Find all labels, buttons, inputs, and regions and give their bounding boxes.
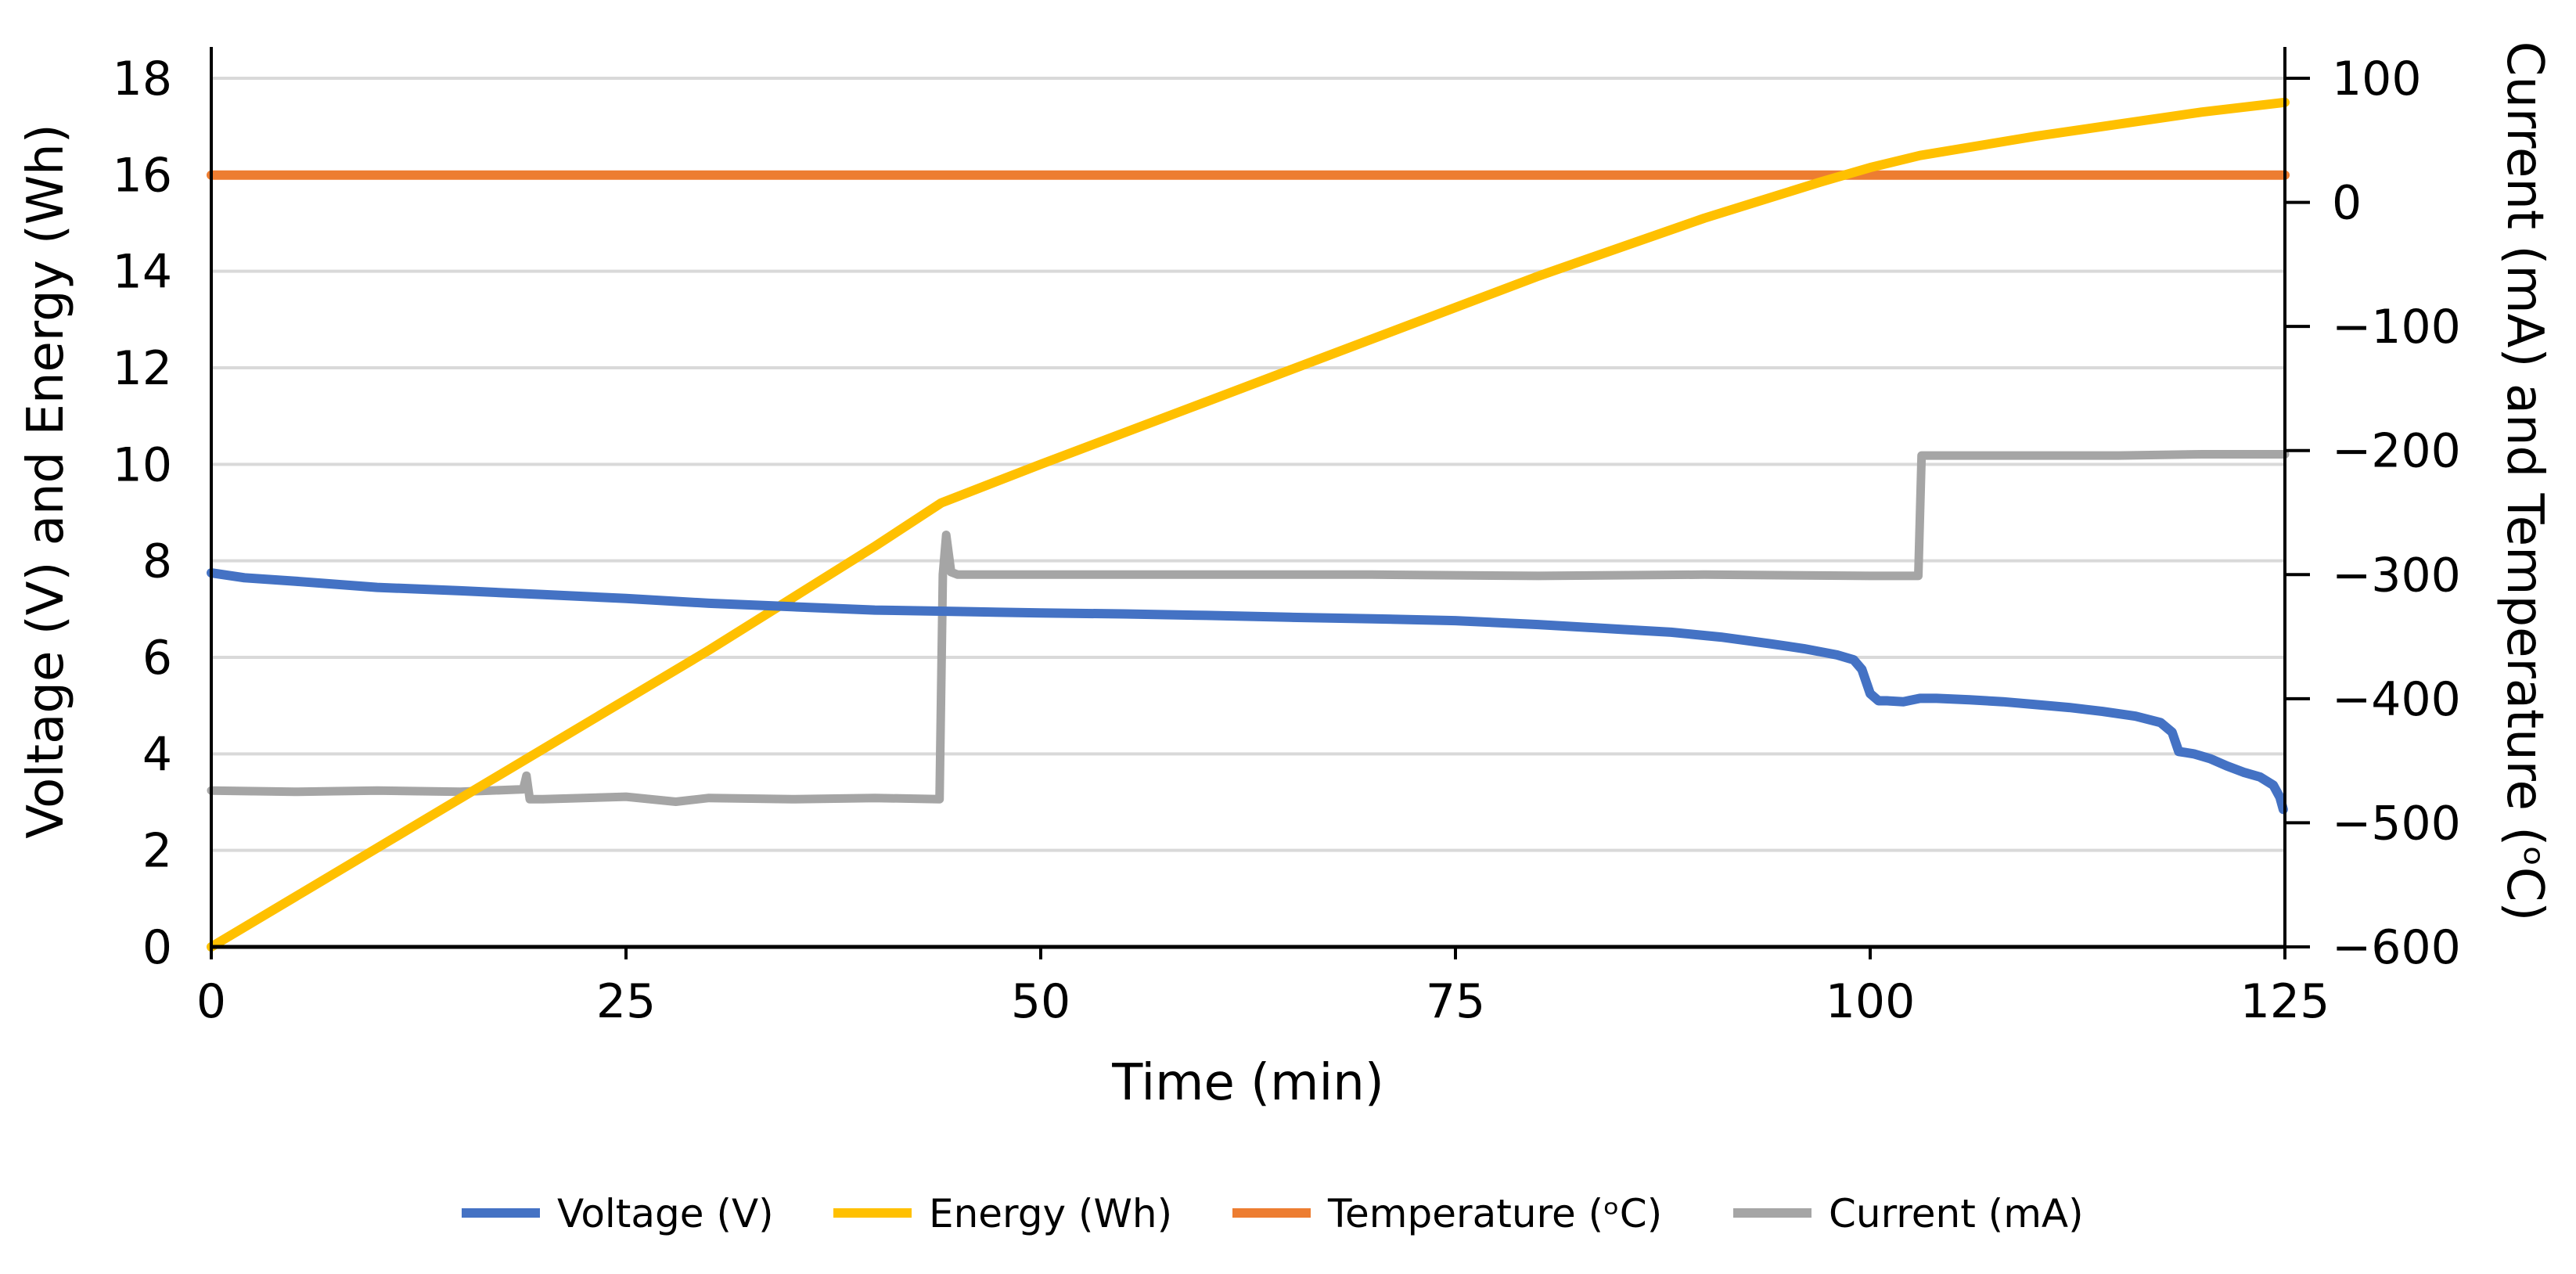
left-y-tick-labels: 0 2 4 6 8 10 12 14 16 18 — [113, 52, 172, 975]
left-y-tick-label-6: 12 — [113, 341, 172, 396]
x-tick-label-0: 0 — [196, 974, 226, 1029]
x-axis-title: Time (min) — [1111, 1054, 1384, 1112]
left-y-tick-label-0: 0 — [142, 920, 172, 975]
series-lines — [207, 97, 2290, 952]
left-y-tick-label-2: 4 — [142, 727, 172, 782]
right-y-tick-label-0: 100 — [2332, 52, 2422, 106]
series-line-current-ma — [207, 450, 2290, 806]
x-tick-label-1: 25 — [596, 974, 656, 1029]
x-tick-label-3: 75 — [1426, 974, 1485, 1029]
x-tick-label-5: 125 — [2240, 974, 2330, 1029]
right-y-tick-label-3: −200 — [2332, 424, 2461, 479]
left-y-tick-label-3: 6 — [142, 631, 172, 686]
series-line-voltage-v — [207, 568, 2288, 815]
legend: Voltage (V) Energy (Wh) Temperature (ᵒC) Cu… — [462, 1191, 2084, 1236]
legend-label-energy-wh: Energy (Wh) — [929, 1191, 1172, 1236]
right-y-tick-label-6: −500 — [2332, 796, 2461, 851]
legend-label-current-ma: Current (mA) — [1829, 1191, 2084, 1236]
gridlines — [211, 77, 2285, 852]
legend-label-temperature-c: Temperature (ᵒC) — [1327, 1191, 1662, 1236]
right-y-tick-label-4: −300 — [2332, 548, 2461, 603]
right-y-tick-label-1: 0 — [2332, 176, 2362, 231]
x-tick-labels: 0 25 50 75 100 125 — [196, 947, 2330, 1029]
right-y-tick-label-7: −600 — [2332, 920, 2461, 975]
left-y-tick-label-4: 8 — [142, 534, 172, 589]
series-line-energy-wh — [207, 97, 2290, 952]
legend-label-voltage-v: Voltage (V) — [557, 1191, 774, 1236]
left-y-tick-label-5: 10 — [113, 437, 172, 492]
x-tick-label-4: 100 — [1826, 974, 1916, 1029]
left-y-tick-label-1: 2 — [142, 824, 172, 879]
x-tick-label-2: 50 — [1011, 974, 1070, 1029]
left-y-tick-label-7: 14 — [113, 245, 172, 300]
right-y-tick-labels: 100 0 −100 −200 −300 −400 −500 −600 — [2285, 52, 2461, 975]
left-y-axis-title: Voltage (V) and Energy (Wh) — [17, 124, 75, 838]
right-y-tick-label-5: −400 — [2332, 672, 2461, 727]
axes — [210, 47, 2286, 958]
left-y-tick-label-9: 18 — [113, 52, 172, 106]
left-y-tick-label-8: 16 — [113, 148, 172, 203]
right-y-tick-label-2: −100 — [2332, 300, 2461, 354]
right-y-axis-title: Current (mA) and Temperature (ᵒC) — [2495, 41, 2553, 922]
